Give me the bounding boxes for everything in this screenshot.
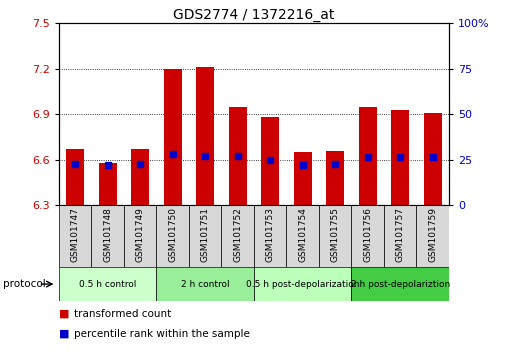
- Bar: [164, 69, 182, 205]
- Bar: [59, 267, 156, 301]
- Text: GSM101750: GSM101750: [168, 207, 177, 262]
- Text: 2 h control: 2 h control: [181, 280, 229, 289]
- Bar: [124, 205, 156, 267]
- Bar: [196, 67, 214, 205]
- Bar: [417, 205, 449, 267]
- Bar: [351, 267, 449, 301]
- Text: GSM101753: GSM101753: [266, 207, 274, 262]
- Bar: [286, 205, 319, 267]
- Text: GSM101754: GSM101754: [298, 207, 307, 262]
- Text: GSM101751: GSM101751: [201, 207, 210, 262]
- Text: GSM101755: GSM101755: [331, 207, 340, 262]
- Bar: [254, 267, 351, 301]
- Text: GSM101756: GSM101756: [363, 207, 372, 262]
- Bar: [66, 149, 84, 205]
- Bar: [131, 149, 149, 205]
- Text: GSM101749: GSM101749: [136, 207, 145, 262]
- Text: transformed count: transformed count: [74, 309, 172, 319]
- Bar: [261, 117, 279, 205]
- Bar: [99, 163, 116, 205]
- Bar: [189, 205, 222, 267]
- Bar: [91, 205, 124, 267]
- Text: protocol: protocol: [3, 279, 45, 289]
- Bar: [254, 205, 286, 267]
- Text: 0.5 h post-depolarization: 0.5 h post-depolarization: [246, 280, 360, 289]
- Bar: [156, 205, 189, 267]
- Bar: [326, 150, 344, 205]
- Text: 0.5 h control: 0.5 h control: [79, 280, 136, 289]
- Text: GSM101748: GSM101748: [103, 207, 112, 262]
- Text: GSM101752: GSM101752: [233, 207, 242, 262]
- Text: GSM101757: GSM101757: [396, 207, 405, 262]
- Bar: [294, 152, 311, 205]
- Text: 2 h post-depolariztion: 2 h post-depolariztion: [350, 280, 450, 289]
- Bar: [424, 113, 442, 205]
- Text: ■: ■: [59, 309, 69, 319]
- Text: GSM101747: GSM101747: [71, 207, 80, 262]
- Bar: [384, 205, 417, 267]
- Bar: [59, 205, 91, 267]
- Title: GDS2774 / 1372216_at: GDS2774 / 1372216_at: [173, 8, 334, 22]
- Bar: [359, 107, 377, 205]
- Bar: [156, 267, 254, 301]
- Bar: [229, 107, 247, 205]
- Text: ■: ■: [59, 329, 69, 339]
- Bar: [319, 205, 351, 267]
- Bar: [351, 205, 384, 267]
- Bar: [222, 205, 254, 267]
- Bar: [391, 110, 409, 205]
- Text: percentile rank within the sample: percentile rank within the sample: [74, 329, 250, 339]
- Text: GSM101759: GSM101759: [428, 207, 437, 262]
